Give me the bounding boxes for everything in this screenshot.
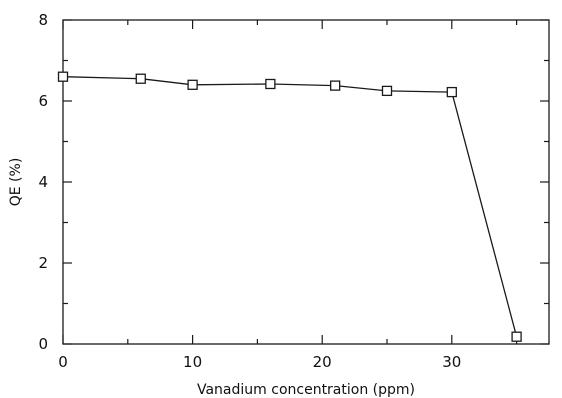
data-point-marker [330, 80, 341, 91]
data-point-marker [135, 73, 146, 84]
x-tick-label: 30 [442, 353, 461, 371]
x-tick-label: 0 [58, 353, 68, 371]
y-tick-label: 2 [38, 254, 48, 272]
y-tick-label: 4 [38, 173, 48, 191]
data-point-marker [57, 71, 69, 82]
data-point-marker [187, 79, 198, 90]
series-layer [57, 71, 522, 342]
x-axis-label: Vanadium concentration (ppm) [197, 382, 415, 398]
y-axis-label: QE (%) [8, 158, 24, 207]
y-tick-label: 6 [38, 92, 48, 110]
ticks-layer: 0 10 20 30 0 2 4 6 8 [38, 11, 549, 371]
data-point-marker [381, 85, 393, 97]
data-point-marker [511, 331, 522, 342]
data-point-marker [446, 86, 457, 98]
x-tick-label: 10 [183, 353, 202, 371]
series-line [62, 76, 518, 337]
y-tick-label: 8 [38, 11, 48, 29]
y-tick-label: 0 [38, 335, 48, 353]
x-tick-label: 20 [313, 353, 332, 371]
data-point-marker [265, 78, 276, 90]
